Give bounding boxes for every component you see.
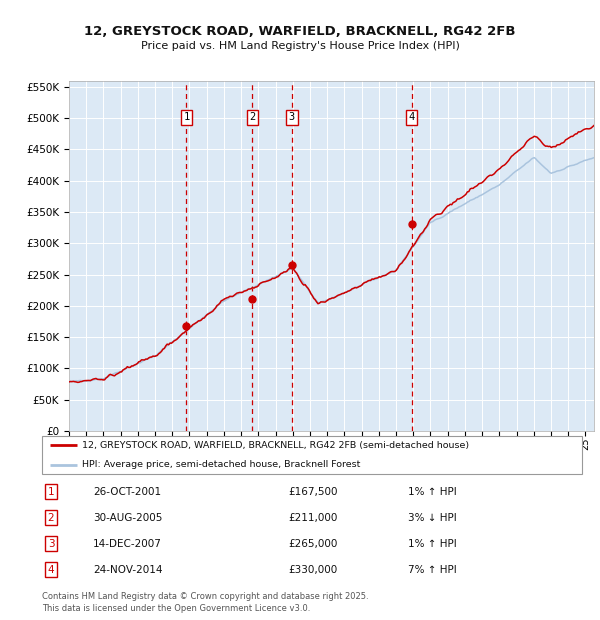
Text: Contains HM Land Registry data © Crown copyright and database right 2025.
This d: Contains HM Land Registry data © Crown c… [42,591,368,613]
Text: 2: 2 [250,112,256,122]
Text: 3: 3 [289,112,295,122]
Text: 1: 1 [183,112,190,122]
Text: 30-AUG-2005: 30-AUG-2005 [93,513,163,523]
Text: 3% ↓ HPI: 3% ↓ HPI [408,513,457,523]
Text: 7% ↑ HPI: 7% ↑ HPI [408,565,457,575]
Text: 24-NOV-2014: 24-NOV-2014 [93,565,163,575]
Text: 26-OCT-2001: 26-OCT-2001 [93,487,161,497]
Text: 12, GREYSTOCK ROAD, WARFIELD, BRACKNELL, RG42 2FB (semi-detached house): 12, GREYSTOCK ROAD, WARFIELD, BRACKNELL,… [83,441,470,450]
Text: £330,000: £330,000 [288,565,337,575]
Text: £265,000: £265,000 [288,539,337,549]
FancyBboxPatch shape [42,436,582,474]
Text: 12, GREYSTOCK ROAD, WARFIELD, BRACKNELL, RG42 2FB: 12, GREYSTOCK ROAD, WARFIELD, BRACKNELL,… [84,25,516,38]
Text: 14-DEC-2007: 14-DEC-2007 [93,539,162,549]
Text: 1% ↑ HPI: 1% ↑ HPI [408,487,457,497]
Text: 1: 1 [47,487,55,497]
Text: 4: 4 [47,565,55,575]
Text: 1% ↑ HPI: 1% ↑ HPI [408,539,457,549]
Text: Price paid vs. HM Land Registry's House Price Index (HPI): Price paid vs. HM Land Registry's House … [140,41,460,51]
Bar [187,81,412,431]
Text: 2: 2 [47,513,55,523]
Text: 4: 4 [409,112,415,122]
Text: £211,000: £211,000 [288,513,337,523]
Text: £167,500: £167,500 [288,487,337,497]
Text: HPI: Average price, semi-detached house, Bracknell Forest: HPI: Average price, semi-detached house,… [83,460,361,469]
Text: 3: 3 [47,539,55,549]
